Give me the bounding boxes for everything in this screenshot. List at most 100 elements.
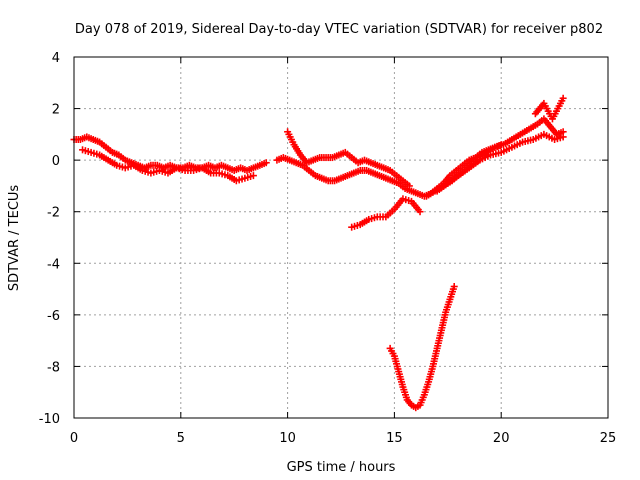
- data-point-fill: [480, 150, 488, 158]
- data-point-fill: [289, 138, 297, 146]
- data-point-fill: [389, 350, 397, 358]
- data-point-fill: [335, 175, 343, 183]
- data-point-fill: [419, 393, 427, 401]
- axis-ticks: [73, 56, 609, 419]
- y-tick-label: 0: [52, 154, 60, 169]
- data-point-fill: [360, 166, 368, 174]
- data-point-fill: [428, 365, 436, 373]
- data-point-fill: [352, 157, 360, 165]
- grid: [74, 57, 608, 418]
- data-point-fill: [333, 152, 341, 160]
- y-tick-label: 4: [52, 51, 60, 66]
- data-point-fill: [406, 399, 414, 407]
- data-point-fill: [386, 176, 394, 184]
- x-tick-label: 0: [70, 431, 78, 446]
- series-segment-d: [386, 282, 458, 412]
- data-point-fill: [378, 163, 386, 171]
- y-tick-label: 2: [52, 103, 60, 118]
- data-point-fill: [527, 136, 535, 144]
- x-tick-label: 20: [493, 431, 510, 446]
- x-tick-label: 15: [386, 431, 403, 446]
- data-point-fill: [433, 347, 441, 355]
- data-point-fill: [414, 402, 422, 410]
- data-point-fill: [445, 298, 453, 306]
- data-point-fill: [187, 166, 195, 174]
- data-point-fill: [247, 165, 255, 173]
- data-point-fill: [328, 177, 336, 185]
- series-segment-e-peak: [531, 94, 567, 123]
- x-tick-labels: 0 5 10 15 20 25: [70, 431, 616, 446]
- data-point-fill: [496, 142, 504, 150]
- y-tick-label: -10: [39, 412, 60, 427]
- data-point-fill: [363, 217, 371, 225]
- y-axis-label: SDTVAR / TECUs: [7, 185, 22, 292]
- data-point-fill: [221, 171, 229, 179]
- x-tick-label: 5: [177, 431, 185, 446]
- data-point-fill: [353, 221, 361, 229]
- data-point-fill: [309, 170, 317, 178]
- data-point-fill: [322, 176, 330, 184]
- data-points: [70, 94, 567, 412]
- data-point-fill: [74, 136, 82, 144]
- data-point-fill: [212, 169, 220, 177]
- data-point-fill: [390, 170, 398, 178]
- y-tick-label: -6: [47, 309, 60, 324]
- data-point-fill: [429, 188, 437, 196]
- series-segment-e-lower: [433, 130, 567, 195]
- data-point-fill: [346, 152, 354, 160]
- data-point-fill: [84, 148, 92, 156]
- x-tick-label: 25: [600, 431, 617, 446]
- data-point-fill: [367, 168, 375, 176]
- data-point-fill: [450, 168, 458, 176]
- data-point-fill: [341, 172, 349, 180]
- data-point-fill: [474, 158, 482, 166]
- data-point-fill: [397, 197, 405, 205]
- data-point-fill: [222, 163, 230, 171]
- data-point-fill: [516, 139, 524, 147]
- data-point-fill: [484, 152, 492, 160]
- series-segment-a-lower: [79, 146, 257, 185]
- data-point-fill: [126, 158, 134, 166]
- data-point-fill: [145, 162, 153, 170]
- y-tick-label: -4: [47, 257, 60, 272]
- data-point-fill: [354, 167, 362, 175]
- data-point-fill: [205, 168, 213, 176]
- data-point-fill: [238, 175, 246, 183]
- data-point-fill: [399, 183, 407, 191]
- data-point-fill: [558, 97, 566, 105]
- data-point-fill: [370, 214, 378, 222]
- y-tick-labels: 4 2 0 -2 -4 -6 -8 -10: [39, 51, 60, 427]
- data-point-fill: [543, 105, 551, 113]
- data-point-fill: [106, 147, 114, 155]
- data-point-fill: [388, 207, 396, 215]
- data-point-fill: [556, 134, 564, 142]
- data-point-fill: [551, 128, 559, 136]
- data-point-fill: [102, 155, 110, 163]
- data-point-fill: [514, 132, 522, 140]
- data-point-fill: [296, 160, 304, 168]
- data-point-fill: [178, 166, 186, 174]
- data-point-fill: [398, 380, 406, 388]
- data-point-fill: [136, 165, 144, 173]
- data-point-fill: [441, 311, 449, 319]
- chart-title: Day 078 of 2019, Sidereal Day-to-day VTE…: [75, 22, 603, 37]
- data-point-fill: [424, 380, 432, 388]
- data-point-fill: [87, 135, 95, 143]
- data-point-fill: [301, 157, 309, 165]
- data-point-fill: [394, 365, 402, 373]
- data-point-fill: [295, 149, 303, 157]
- data-point-fill: [506, 137, 514, 145]
- y-tick-label: -8: [47, 360, 60, 375]
- data-point-fill: [373, 171, 381, 179]
- data-point-fill: [254, 162, 262, 170]
- data-point-fill: [403, 180, 411, 188]
- data-point-fill: [100, 142, 108, 150]
- y-tick-label: -2: [47, 206, 60, 221]
- data-point-fill: [449, 285, 457, 293]
- data-point-fill: [113, 150, 121, 158]
- data-point-fill: [247, 172, 255, 180]
- data-point-fill: [379, 213, 387, 221]
- series-segment-b-upper: [284, 128, 413, 190]
- data-point-fill: [452, 173, 460, 181]
